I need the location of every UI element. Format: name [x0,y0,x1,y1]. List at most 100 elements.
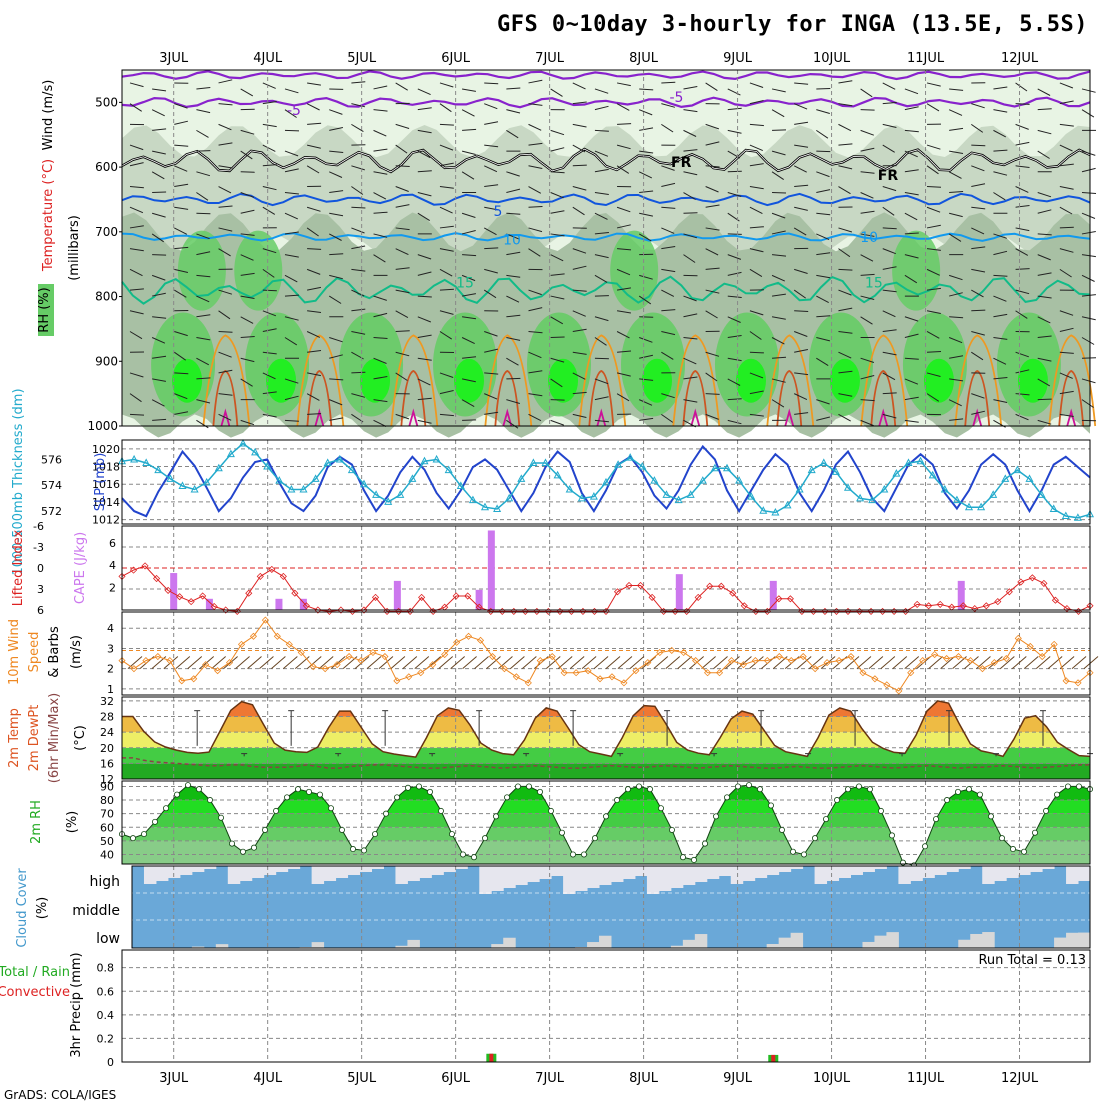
rh-marker [1054,792,1059,797]
ylabel-slp: SLP (mb) [93,453,108,512]
cloud-high-gap [1066,866,1078,884]
rh-tick: 60 [100,821,114,834]
rh-pocket-high [892,231,940,311]
wind-tick: 3 [107,642,114,655]
cloud-high-gap [527,866,539,882]
rh-marker [405,785,410,790]
cape-bar [676,574,683,610]
cloud-low-gap [407,940,419,948]
contour-label: 15 [456,275,474,291]
date-label-top: 9JUL [723,51,753,66]
rh-marker [614,797,619,802]
wind-barb-10m [451,657,465,669]
ylabel-wind: Wind (m/s) [41,80,56,151]
cloud-high-gap [407,866,419,881]
cloud-high-gap [443,866,455,872]
cloud-low-gap [312,942,324,948]
rh-marker [867,787,872,792]
wind-barb-10m [606,657,620,669]
ylabel-2m-rh: 2m RH [29,800,44,844]
rh-marker [262,827,267,832]
cloud-high-gap [839,866,851,878]
temp-tick: 20 [100,742,114,755]
rh-marker [966,787,971,792]
slp-tick: 1012 [92,514,120,527]
contour-label: 15 [865,275,883,291]
wind-barb [927,187,941,188]
wind-barb-10m [224,657,238,669]
wind-barb-10m [463,657,477,669]
cloud-level-label: low [96,931,120,947]
rh-marker [592,836,597,841]
cloud-high-gap [1018,866,1030,875]
cloud-low-gap [695,934,707,948]
rh-marker [493,814,498,819]
rh-marker [691,857,696,862]
rh-pocket-core [830,359,860,403]
ylabel-wind10: 10m Wind [7,619,22,685]
cloud-low-gap [503,938,515,948]
cloud-low-gap [1054,938,1066,948]
wind-barb-10m [403,657,417,669]
precip-tick: 0.2 [97,1032,115,1045]
cloud-high-gap [910,866,922,881]
ylabel-lifted: Lifted Index [11,529,26,606]
cloud-level-label: high [89,874,120,890]
rh-marker [284,795,289,800]
rh-marker [130,836,135,841]
cloud-high-gap [623,866,635,879]
thickness-tick: 572 [41,505,62,518]
wind-barb [506,378,520,379]
cloud-low-gap [958,940,970,948]
wind-barb-10m [475,657,489,669]
rh-tick: 90 [100,780,114,793]
wind-barb-10m [1072,657,1086,669]
rh-pocket-core [360,359,390,403]
rh-marker [680,855,685,860]
rh-marker [1032,830,1037,835]
rh-marker [570,852,575,857]
rh-marker [922,844,927,849]
wind-barb-10m [678,657,692,669]
rh-marker [988,814,993,819]
temp-tick: 24 [100,726,114,739]
cloud-high-gap [647,866,659,894]
rh-marker [944,797,949,802]
rh-marker [636,784,641,789]
rh-marker [768,803,773,808]
rh-marker [471,855,476,860]
rh-marker [878,808,883,813]
cloud-level-label: middle [72,903,120,919]
rh-marker [977,792,982,797]
lifted-panel [119,526,1093,614]
wind-barb-10m [893,657,907,669]
pressure-tick: 500 [95,95,118,109]
precip-tick: 0.6 [97,985,115,998]
ylabel-minmax: (6hr Min/Max) [47,693,62,783]
wind-barb-10m [236,657,250,669]
lifted-tick: 0 [37,562,44,575]
rh-marker [251,845,256,850]
rh-marker [702,841,707,846]
contour-label: FR [878,168,899,184]
cloud-high-gap [827,866,839,881]
temp2m-panel [122,697,1093,779]
cloud-low-gap [491,944,503,948]
thickness-panel [119,440,1093,524]
cloud-high-gap [815,866,827,884]
wind-barb [285,130,299,131]
wind-barb-10m [594,657,608,669]
wind-barb-10m [702,657,716,669]
rh-marker [152,819,157,824]
date-label-top: 7JUL [535,51,565,66]
wind-barb-10m [522,657,536,669]
pressure-tick: 700 [95,225,118,239]
rh-marker [174,792,179,797]
rh-marker [317,792,322,797]
wind-barb [1082,358,1096,359]
rh-marker [240,849,245,854]
rh-marker [889,833,894,838]
wind-barb-10m [510,657,524,669]
cloud-high-gap [312,866,324,884]
cloud-high-gap [587,866,599,888]
